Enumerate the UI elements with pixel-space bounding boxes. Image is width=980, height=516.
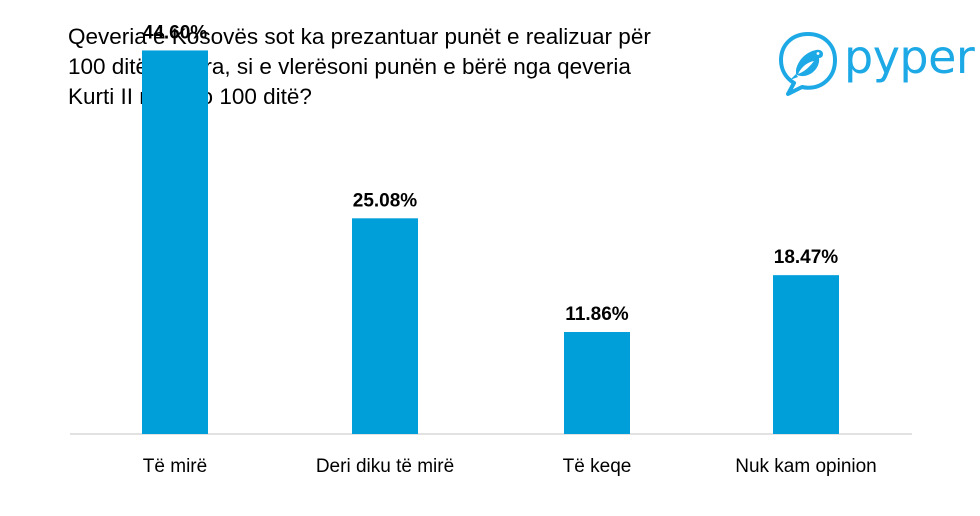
category-label-2: Të keqe [563,456,632,477]
value-labels-group: 44.60% 25.08% 11.86% 18.47% [143,22,839,325]
category-label-0: Të mirë [143,456,207,477]
bar-1 [352,218,418,434]
pyper-logo: pyper [776,30,975,100]
value-label-0: 44.60% [143,22,208,43]
value-label-1: 25.08% [353,190,418,211]
value-label-3: 18.47% [774,247,839,268]
bar-3 [773,275,839,434]
bars-group [142,50,839,434]
category-label-1: Deri diku të mirë [316,456,454,477]
value-label-2: 11.86% [565,304,628,325]
chart-title-line-1: Qeveria e Kosovës sot ka prezantuar punë… [68,24,651,49]
brand-name: pyper [844,30,975,84]
bird-logo-icon [779,32,837,96]
category-label-3: Nuk kam opinion [735,456,877,477]
category-labels-group: Të mirë Deri diku të mirë Të keqe Nuk kam o… [143,456,877,477]
bar-0 [142,50,208,434]
bar-2 [564,332,630,434]
